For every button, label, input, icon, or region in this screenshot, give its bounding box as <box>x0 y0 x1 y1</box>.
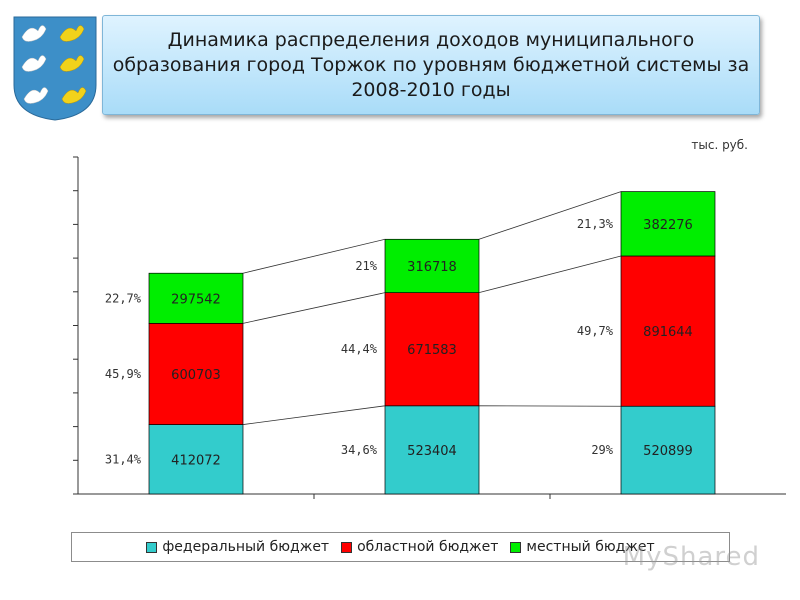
percent-label: 29% <box>591 443 613 457</box>
series-connector-line <box>242 405 386 425</box>
legend-label-federal: федеральный бюджет <box>162 539 330 555</box>
percent-label: 34,6% <box>341 443 378 457</box>
legend-label-regional: областной бюджет <box>357 539 499 555</box>
percent-label: 22,7% <box>105 291 142 305</box>
bar-value-label: 382276 <box>643 218 693 233</box>
percent-label: 21% <box>355 259 377 273</box>
unit-label: тыс. руб. <box>691 138 748 152</box>
bar-segment <box>384 238 480 293</box>
series-connector-line <box>242 292 386 324</box>
chart-title: Динамика распределения доходов муниципал… <box>112 28 750 101</box>
percent-label: 44,4% <box>341 342 378 356</box>
legend: федеральный бюджет областной бюджет мест… <box>71 532 730 562</box>
legend-item-federal: федеральный бюджет <box>146 539 329 555</box>
watermark: MyShared <box>622 542 760 572</box>
series-connector-line <box>478 191 622 240</box>
bar-value-label: 523404 <box>407 444 457 459</box>
legend-label-local: местный бюджет <box>526 539 655 555</box>
bar-segment <box>384 292 480 407</box>
series-connector-line <box>478 255 622 294</box>
bar-value-label: 671583 <box>407 343 457 358</box>
series-connector-line <box>242 238 386 274</box>
legend-swatch-federal <box>146 541 158 553</box>
percent-label: 45,9% <box>105 367 142 381</box>
bar-value-label: 412072 <box>171 453 221 468</box>
bar-segment <box>148 322 244 425</box>
legend-swatch-regional <box>341 541 353 553</box>
legend-swatch-local <box>510 541 522 553</box>
coat-of-arms-logo <box>13 16 97 121</box>
bar-segment <box>620 405 716 495</box>
legend-item-regional: областной бюджет <box>341 539 498 555</box>
percent-label: 49,7% <box>577 324 614 338</box>
bar-value-label: 316718 <box>407 260 457 275</box>
bar-segment <box>620 255 716 407</box>
percent-label: 21,3% <box>577 217 614 231</box>
percent-label: 31,4% <box>105 452 142 466</box>
bar-value-label: 297542 <box>171 292 221 307</box>
bar-value-label: 520899 <box>643 444 693 459</box>
bar-segment <box>148 272 244 324</box>
bar-segment <box>620 191 716 257</box>
bar-segment <box>148 424 244 495</box>
title-banner: Динамика распределения доходов муниципал… <box>102 15 760 115</box>
bar-value-label: 600703 <box>171 368 221 383</box>
bar-segment <box>384 405 480 495</box>
bar-value-label: 891644 <box>643 325 693 340</box>
legend-item-local: местный бюджет <box>510 539 655 555</box>
